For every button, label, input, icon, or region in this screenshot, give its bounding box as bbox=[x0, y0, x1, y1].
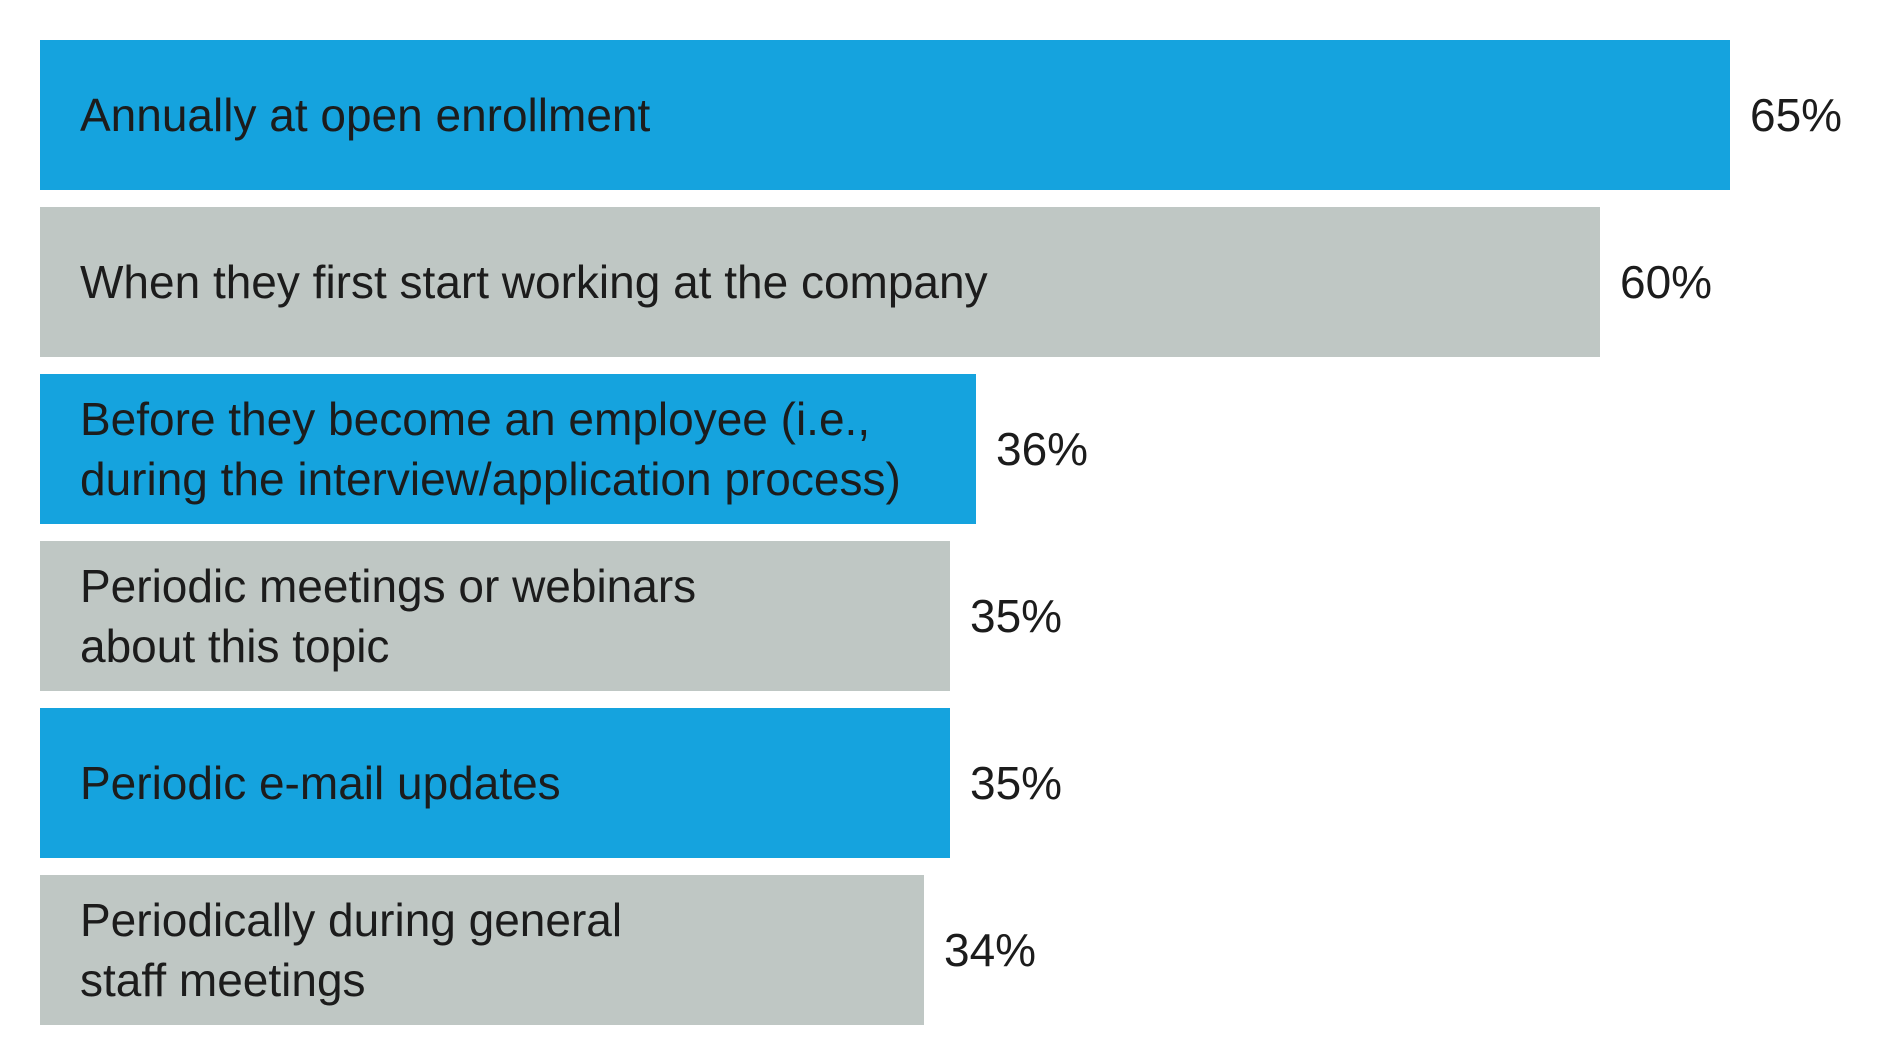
category-label: Periodic meetings or webinars about this … bbox=[80, 560, 696, 672]
category-label-line: about this topic bbox=[80, 620, 389, 672]
bar bbox=[40, 207, 1600, 357]
bar bbox=[40, 708, 950, 858]
value-label: 60% bbox=[1620, 256, 1712, 308]
category-label-line: When they first start working at the com… bbox=[80, 256, 988, 308]
bar-group: Annually at open enrollment 65% bbox=[40, 40, 1842, 190]
bar-group: Periodically during general staff meeting… bbox=[40, 875, 1036, 1025]
category-label: Before they become an employee (i.e., dur… bbox=[80, 393, 901, 505]
category-label-line: Annually at open enrollment bbox=[80, 89, 650, 141]
category-label: Periodic e-mail updates bbox=[80, 757, 561, 809]
category-label-line: Periodic e-mail updates bbox=[80, 757, 561, 809]
value-label: 35% bbox=[970, 757, 1062, 809]
bar-group: Periodic e-mail updates 35% bbox=[40, 708, 1062, 858]
bar bbox=[40, 875, 924, 1025]
bar-group: When they first start working at the com… bbox=[40, 207, 1712, 357]
value-label: 35% bbox=[970, 590, 1062, 642]
category-label-line: Periodically during general bbox=[80, 894, 622, 946]
bar-group: Before they become an employee (i.e., dur… bbox=[40, 374, 1088, 524]
bars-layer: Annually at open enrollment 65% When they … bbox=[40, 40, 1842, 1025]
value-label: 36% bbox=[996, 423, 1088, 475]
value-label: 65% bbox=[1750, 89, 1842, 141]
category-label: Periodically during general staff meeting… bbox=[80, 894, 622, 1006]
bar-group: Periodic meetings or webinars about this … bbox=[40, 541, 1062, 691]
category-label-line: during the interview/application process… bbox=[80, 453, 901, 505]
category-label-line: Before they become an employee (i.e., bbox=[80, 393, 870, 445]
bar bbox=[40, 374, 976, 524]
bar bbox=[40, 541, 950, 691]
category-label-line: staff meetings bbox=[80, 954, 366, 1006]
value-label: 34% bbox=[944, 924, 1036, 976]
bar bbox=[40, 40, 1730, 190]
category-label: When they first start working at the com… bbox=[80, 256, 988, 308]
category-label: Annually at open enrollment bbox=[80, 89, 650, 141]
category-label-line: Periodic meetings or webinars bbox=[80, 560, 696, 612]
